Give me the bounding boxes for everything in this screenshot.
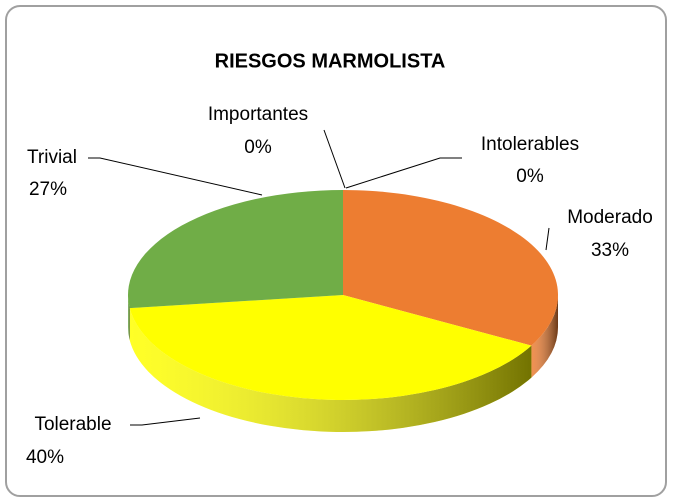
pie	[127, 190, 558, 432]
slice-label: Importantes	[208, 104, 308, 125]
leader-line	[323, 129, 346, 189]
leader-line	[88, 157, 263, 196]
chart-title: RIESGOS MARMOLISTA	[215, 50, 446, 72]
leader-line	[130, 417, 201, 426]
slice-label: Intolerables	[481, 134, 579, 155]
slice-value-label: 27%	[29, 179, 67, 200]
slice-value-label: 0%	[244, 137, 272, 158]
leader-lines	[88, 129, 550, 426]
slice	[127, 190, 343, 309]
slice-label: Moderado	[567, 207, 653, 228]
slice-side-shade	[531, 295, 558, 378]
slice	[129, 295, 532, 401]
slice-value-label: 0%	[516, 166, 544, 187]
slice-value-label: 33%	[591, 240, 629, 261]
leader-line	[545, 227, 550, 251]
slice-label: Trivial	[27, 147, 77, 168]
slice	[343, 190, 558, 346]
slice-value-label: 40%	[26, 447, 64, 468]
leader-line	[345, 157, 462, 189]
slice-label: Tolerable	[34, 414, 111, 435]
slice-side-shade	[128, 295, 130, 341]
slice-side-shade	[129, 308, 532, 432]
